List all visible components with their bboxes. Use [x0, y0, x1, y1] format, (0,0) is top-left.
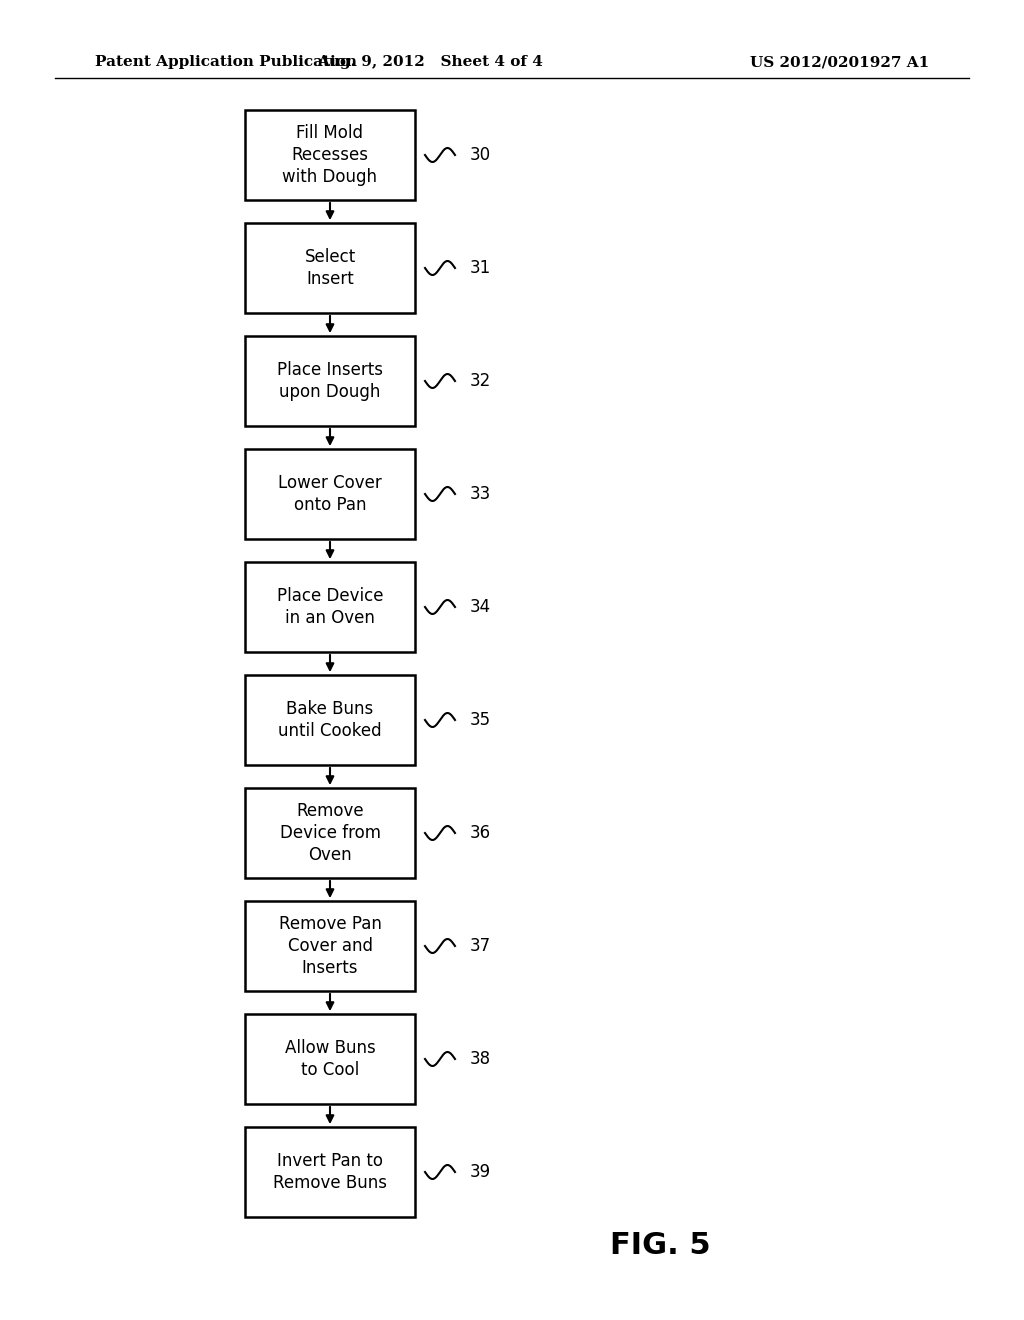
Bar [245, 1014, 415, 1104]
Text: 33: 33 [470, 484, 492, 503]
Text: US 2012/0201927 A1: US 2012/0201927 A1 [751, 55, 930, 69]
Text: 39: 39 [470, 1163, 492, 1181]
Text: Place Inserts
upon Dough: Place Inserts upon Dough [278, 360, 383, 401]
Text: Select
Insert: Select Insert [304, 248, 355, 288]
Text: Fill Mold
Recesses
with Dough: Fill Mold Recesses with Dough [283, 124, 378, 186]
Text: Aug. 9, 2012   Sheet 4 of 4: Aug. 9, 2012 Sheet 4 of 4 [317, 55, 543, 69]
Bar [245, 675, 415, 766]
Bar [245, 449, 415, 539]
Text: Remove
Device from
Oven: Remove Device from Oven [280, 801, 381, 865]
Text: 36: 36 [470, 824, 492, 842]
Bar [245, 1127, 415, 1217]
Text: Invert Pan to
Remove Buns: Invert Pan to Remove Buns [273, 1152, 387, 1192]
Text: Lower Cover
onto Pan: Lower Cover onto Pan [279, 474, 382, 513]
Text: Remove Pan
Cover and
Inserts: Remove Pan Cover and Inserts [279, 915, 381, 977]
Text: 34: 34 [470, 598, 492, 616]
Bar [245, 337, 415, 426]
Text: Patent Application Publication: Patent Application Publication [95, 55, 357, 69]
Text: 38: 38 [470, 1049, 492, 1068]
Bar [245, 223, 415, 313]
Text: Bake Buns
until Cooked: Bake Buns until Cooked [279, 700, 382, 741]
Bar [245, 110, 415, 201]
Text: Place Device
in an Oven: Place Device in an Oven [276, 587, 383, 627]
Text: FIG. 5: FIG. 5 [609, 1230, 711, 1259]
Text: 30: 30 [470, 147, 492, 164]
Bar [245, 562, 415, 652]
Text: 35: 35 [470, 711, 492, 729]
Text: 31: 31 [470, 259, 492, 277]
Text: 37: 37 [470, 937, 492, 954]
Bar [245, 902, 415, 991]
Text: Allow Buns
to Cool: Allow Buns to Cool [285, 1039, 376, 1080]
Bar [245, 788, 415, 878]
Text: 32: 32 [470, 372, 492, 389]
